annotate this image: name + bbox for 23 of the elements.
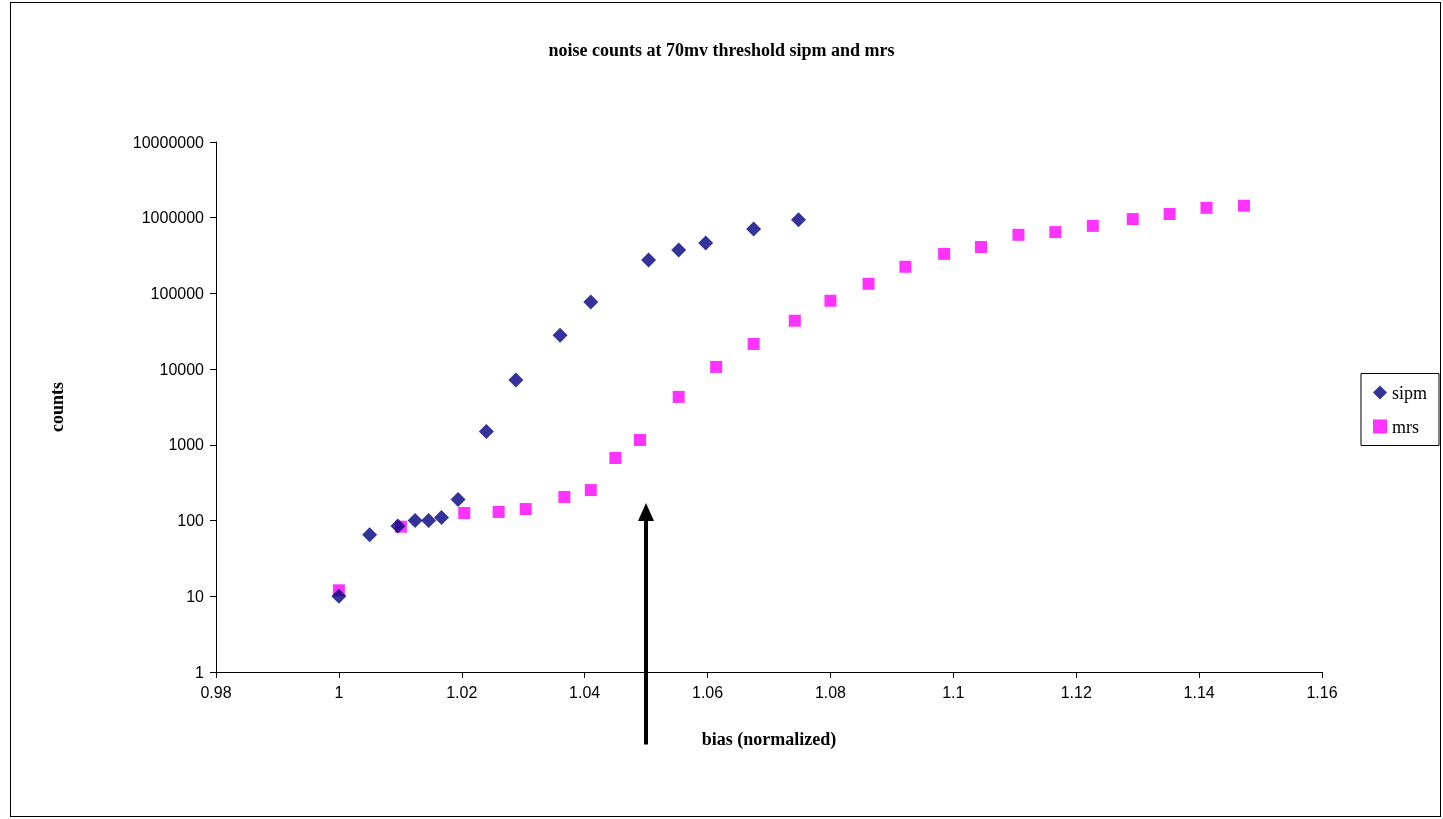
x-tick-label: 1.1 — [942, 683, 965, 701]
x-tick-label: 1 — [334, 683, 344, 701]
x-tick-label: 1.02 — [446, 683, 478, 701]
x-tick-label: 0.98 — [200, 683, 232, 701]
y-tick-label: 100 — [177, 512, 205, 530]
x-axis-title: bias (normalized) — [701, 729, 837, 750]
x-tick-label: 1.08 — [814, 683, 847, 701]
y-tick-label: 1000 — [168, 436, 205, 454]
y-tick-label: 100000 — [150, 284, 205, 302]
legend-label: sipm — [1391, 382, 1428, 403]
y-tick-label: 10 — [186, 587, 205, 605]
legend-label: mrs — [1391, 416, 1419, 437]
x-tick-label: 1.04 — [569, 683, 601, 701]
x-tick-label: 1.14 — [1183, 683, 1215, 701]
x-tick-label: 1.06 — [691, 683, 724, 701]
y-tick-label: 10000 — [159, 360, 205, 378]
x-tick-label: 1.12 — [1060, 683, 1092, 701]
x-tick-label: 1.16 — [1306, 683, 1338, 701]
chart-title: noise counts at 70mv threshold sipm and mrs — [548, 40, 895, 60]
y-axis-title: counts — [47, 381, 67, 433]
y-tick-label: 1 — [195, 663, 205, 681]
y-tick-label: 10000000 — [132, 133, 205, 151]
y-tick-label: 1000000 — [141, 209, 205, 227]
